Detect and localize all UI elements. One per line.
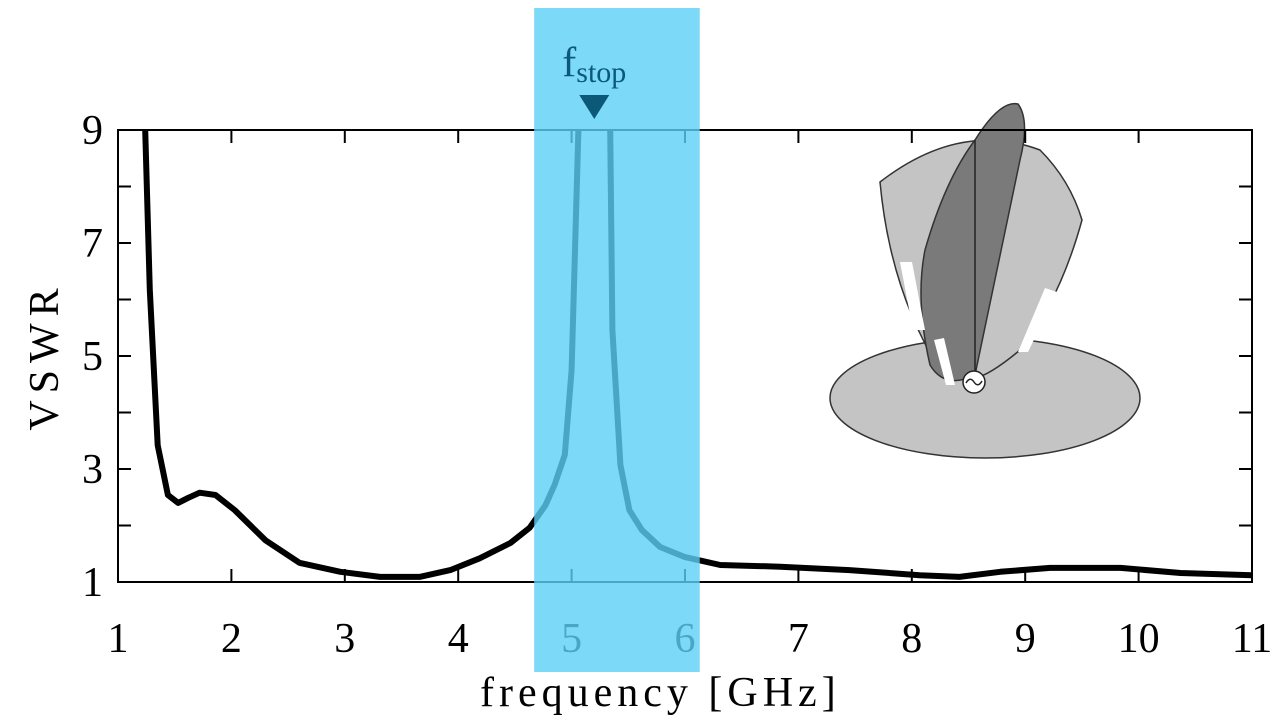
annotation-subscript: stop	[576, 56, 626, 89]
x-tick-label: 8	[901, 616, 922, 662]
y-tick-label: 9	[82, 108, 103, 154]
x-tick-label: 1	[108, 616, 129, 662]
x-tick-label: 10	[1118, 616, 1160, 662]
x-tick-label: 2	[221, 616, 242, 662]
x-tick-label: 9	[1015, 616, 1036, 662]
annotation-marker	[579, 95, 610, 119]
x-tick-label: 3	[334, 616, 355, 662]
annotation: fstop	[562, 40, 626, 89]
x-axis-label: frequency [GHz]	[480, 670, 841, 716]
band	[534, 8, 700, 672]
antenna-illustration	[829, 102, 1141, 459]
annotation-text: f	[562, 40, 576, 86]
y-axis-label: VSWR	[22, 281, 68, 430]
y-tick-label: 3	[82, 447, 103, 493]
y-tick-label: 5	[82, 334, 103, 380]
y-tick-label: 1	[82, 560, 103, 606]
y-tick-label: 7	[82, 221, 103, 267]
x-tick-label: 4	[448, 616, 469, 662]
x-tick-label: 11	[1232, 616, 1272, 662]
x-tick-label: 7	[788, 616, 809, 662]
